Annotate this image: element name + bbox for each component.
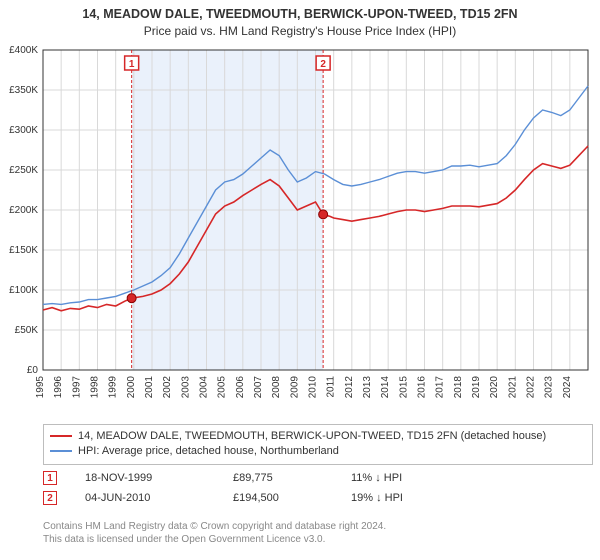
event-row-1: 1 18-NOV-1999 £89,775 11% ↓ HPI xyxy=(43,471,593,485)
svg-text:2002: 2002 xyxy=(162,376,173,399)
svg-text:2021: 2021 xyxy=(507,376,518,399)
event-price-2: £194,500 xyxy=(233,492,323,504)
svg-text:£400K: £400K xyxy=(9,45,38,56)
legend-row-1: 14, MEADOW DALE, TWEEDMOUTH, BERWICK-UPO… xyxy=(50,429,586,444)
legend: 14, MEADOW DALE, TWEEDMOUTH, BERWICK-UPO… xyxy=(43,424,593,465)
legend-label-property: 14, MEADOW DALE, TWEEDMOUTH, BERWICK-UPO… xyxy=(78,429,546,444)
svg-text:2019: 2019 xyxy=(471,376,482,399)
svg-text:2013: 2013 xyxy=(362,376,373,399)
events-table: 1 18-NOV-1999 £89,775 11% ↓ HPI 2 04-JUN… xyxy=(43,465,593,505)
event-date-2: 04-JUN-2010 xyxy=(85,492,205,504)
svg-text:2007: 2007 xyxy=(253,376,264,399)
footer: Contains HM Land Registry data © Crown c… xyxy=(43,520,593,546)
event-marker-2: 2 xyxy=(43,491,57,505)
svg-text:2011: 2011 xyxy=(326,376,337,398)
svg-text:1999: 1999 xyxy=(108,376,119,399)
svg-text:£350K: £350K xyxy=(9,85,38,96)
svg-text:1996: 1996 xyxy=(53,376,64,399)
svg-text:£200K: £200K xyxy=(9,205,38,216)
svg-text:2020: 2020 xyxy=(489,376,500,399)
svg-text:2: 2 xyxy=(320,59,326,70)
legend-row-2: HPI: Average price, detached house, Nort… xyxy=(50,444,586,459)
svg-text:2009: 2009 xyxy=(289,376,300,399)
svg-text:1998: 1998 xyxy=(90,376,101,399)
legend-swatch-property xyxy=(50,435,72,437)
svg-text:£150K: £150K xyxy=(9,245,38,256)
svg-text:£0: £0 xyxy=(27,365,39,376)
event-price-1: £89,775 xyxy=(233,472,323,484)
svg-text:2016: 2016 xyxy=(417,376,428,399)
legend-swatch-hpi xyxy=(50,450,72,452)
svg-text:2010: 2010 xyxy=(308,376,319,399)
svg-text:2018: 2018 xyxy=(453,376,464,399)
footer-line-1: Contains HM Land Registry data © Crown c… xyxy=(43,520,593,533)
svg-text:2015: 2015 xyxy=(398,376,409,399)
event-hpi-2: 19% ↓ HPI xyxy=(351,492,441,504)
chart-container: 14, MEADOW DALE, TWEEDMOUTH, BERWICK-UPO… xyxy=(0,0,600,560)
svg-text:2012: 2012 xyxy=(344,376,355,399)
svg-text:1: 1 xyxy=(129,59,135,70)
svg-text:2004: 2004 xyxy=(199,376,210,399)
svg-text:2005: 2005 xyxy=(217,376,228,399)
legend-label-hpi: HPI: Average price, detached house, Nort… xyxy=(78,444,339,459)
svg-text:2022: 2022 xyxy=(526,376,537,399)
svg-text:2014: 2014 xyxy=(380,376,391,399)
event-row-2: 2 04-JUN-2010 £194,500 19% ↓ HPI xyxy=(43,491,593,505)
event-marker-1: 1 xyxy=(43,471,57,485)
svg-text:2008: 2008 xyxy=(271,376,282,399)
svg-text:2006: 2006 xyxy=(235,376,246,399)
svg-text:2003: 2003 xyxy=(180,376,191,399)
svg-text:2023: 2023 xyxy=(544,376,555,399)
svg-text:£250K: £250K xyxy=(9,165,38,176)
title-line-1: 14, MEADOW DALE, TWEEDMOUTH, BERWICK-UPO… xyxy=(0,6,600,23)
svg-text:2017: 2017 xyxy=(435,376,446,399)
svg-text:£300K: £300K xyxy=(9,125,38,136)
event-hpi-1: 11% ↓ HPI xyxy=(351,472,441,484)
footer-line-2: This data is licensed under the Open Gov… xyxy=(43,533,593,546)
svg-text:£100K: £100K xyxy=(9,285,38,296)
svg-text:£50K: £50K xyxy=(15,325,39,336)
chart: £0 £50K £100K £150K £200K £250K £300K £350K £400… xyxy=(0,40,600,420)
event-date-1: 18-NOV-1999 xyxy=(85,472,205,484)
chart-svg: £0 £50K £100K £150K £200K £250K £300K £350K £400… xyxy=(0,40,600,420)
svg-text:1995: 1995 xyxy=(35,376,46,399)
svg-text:2001: 2001 xyxy=(144,376,155,399)
svg-text:2000: 2000 xyxy=(126,376,137,399)
title-line-2: Price paid vs. HM Land Registry's House … xyxy=(0,23,600,39)
svg-text:1997: 1997 xyxy=(71,376,82,399)
titles: 14, MEADOW DALE, TWEEDMOUTH, BERWICK-UPO… xyxy=(0,0,600,39)
svg-text:2024: 2024 xyxy=(562,376,573,399)
